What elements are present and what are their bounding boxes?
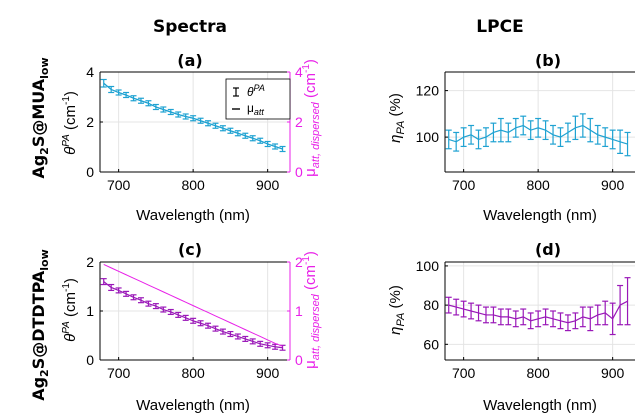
panel-b-title: (b) bbox=[535, 51, 561, 70]
panel-c: (c) 700 800 900 0 1 2 0 1 2 θPA (cm-1) μatt, dis… bbox=[61, 240, 322, 414]
x-tick-label: 700 bbox=[452, 177, 476, 193]
plot-b-area: 700 800 900 100 120 bbox=[416, 71, 635, 193]
x-tick-label: 900 bbox=[601, 365, 625, 381]
legend-box bbox=[225, 78, 291, 120]
legend-item-theta: θPA bbox=[247, 83, 265, 99]
plot-a-area: 700 800 900 0 2 4 0 2 4 bbox=[86, 64, 303, 193]
legend: θPA μatt bbox=[225, 78, 291, 120]
series-group bbox=[445, 277, 631, 336]
panel-b-ylabel: ηPA (%) bbox=[387, 93, 407, 143]
panel-d-title: (d) bbox=[535, 240, 561, 259]
right-y-tick-label: 2 bbox=[295, 114, 303, 130]
series-group bbox=[100, 78, 286, 153]
y-tick-label: 1 bbox=[86, 303, 94, 319]
x-tick-label: 800 bbox=[526, 365, 550, 381]
row-label-top: Ag2S@MUAlow bbox=[29, 57, 51, 178]
x-tick-label: 800 bbox=[526, 177, 550, 193]
panel-b-xlabel: Wavelength (nm) bbox=[483, 207, 597, 224]
right-y-tick-label: 4 bbox=[295, 64, 303, 80]
y-tick-label: 120 bbox=[416, 83, 440, 99]
legend-item-mu: μatt bbox=[247, 101, 264, 117]
right-y-tick-label: 2 bbox=[295, 254, 303, 270]
panel-a: (a) 700 800 900 0 2 4 0 2 4 θPA (cm-1) μatt, dis… bbox=[61, 51, 322, 224]
x-tick-label: 900 bbox=[601, 177, 625, 193]
series-line-1 bbox=[103, 263, 283, 347]
panel-d: (d) 700 800 900 60 80 100 ηPA (%) Wavelength … bbox=[387, 240, 635, 414]
y-tick-label: 100 bbox=[416, 258, 440, 274]
header-lpce: LPCE bbox=[476, 17, 523, 37]
panel-a-xlabel: Wavelength (nm) bbox=[136, 207, 250, 224]
y-tick-label: 0 bbox=[86, 164, 94, 180]
y-tick-label: 80 bbox=[423, 297, 439, 313]
y-tick-label: 4 bbox=[86, 64, 94, 80]
panel-d-xlabel: Wavelength (nm) bbox=[483, 397, 597, 414]
y-tick-label: 2 bbox=[86, 254, 94, 270]
x-tick-label: 900 bbox=[256, 177, 280, 193]
panel-c-xlabel: Wavelength (nm) bbox=[136, 397, 250, 414]
series-group bbox=[100, 263, 286, 351]
y-tick-label: 100 bbox=[416, 129, 440, 145]
x-tick-label: 700 bbox=[107, 177, 131, 193]
panel-a-ylabel: θPA (cm-1) bbox=[61, 91, 79, 155]
x-tick-label: 800 bbox=[181, 365, 205, 381]
y-tick-label: 2 bbox=[86, 114, 94, 130]
right-y-tick-label: 0 bbox=[295, 164, 303, 180]
panel-c-title: (c) bbox=[178, 240, 202, 259]
x-tick-label: 900 bbox=[256, 365, 280, 381]
x-tick-label: 700 bbox=[107, 365, 131, 381]
panel-a-title: (a) bbox=[177, 51, 202, 70]
plot-c-area: 700 800 900 0 1 2 0 1 2 bbox=[86, 254, 303, 381]
right-y-tick-label: 1 bbox=[295, 303, 303, 319]
y-tick-label: 60 bbox=[423, 336, 439, 352]
panel-b: (b) 700 800 900 100 120 ηPA (%) Wavelength (… bbox=[387, 51, 635, 224]
header-spectra: Spectra bbox=[153, 17, 227, 37]
panel-d-ylabel: ηPA (%) bbox=[387, 285, 407, 335]
right-y-tick-label: 0 bbox=[295, 352, 303, 368]
x-tick-label: 700 bbox=[452, 365, 476, 381]
series-group bbox=[445, 113, 631, 157]
plot-d-area: 700 800 900 60 80 100 bbox=[416, 258, 635, 381]
x-tick-label: 800 bbox=[181, 177, 205, 193]
panel-c-right-ylabel: μatt, dispersed (cm-1) bbox=[301, 251, 322, 369]
y-tick-label: 0 bbox=[86, 352, 94, 368]
panel-c-ylabel: θPA (cm-1) bbox=[61, 278, 79, 342]
series-line-1 bbox=[103, 82, 283, 150]
row-label-bottom: Ag2S@DTDTPAlow bbox=[29, 249, 51, 401]
panel-a-right-ylabel: μatt, dispersed (cm-1) bbox=[301, 59, 322, 177]
